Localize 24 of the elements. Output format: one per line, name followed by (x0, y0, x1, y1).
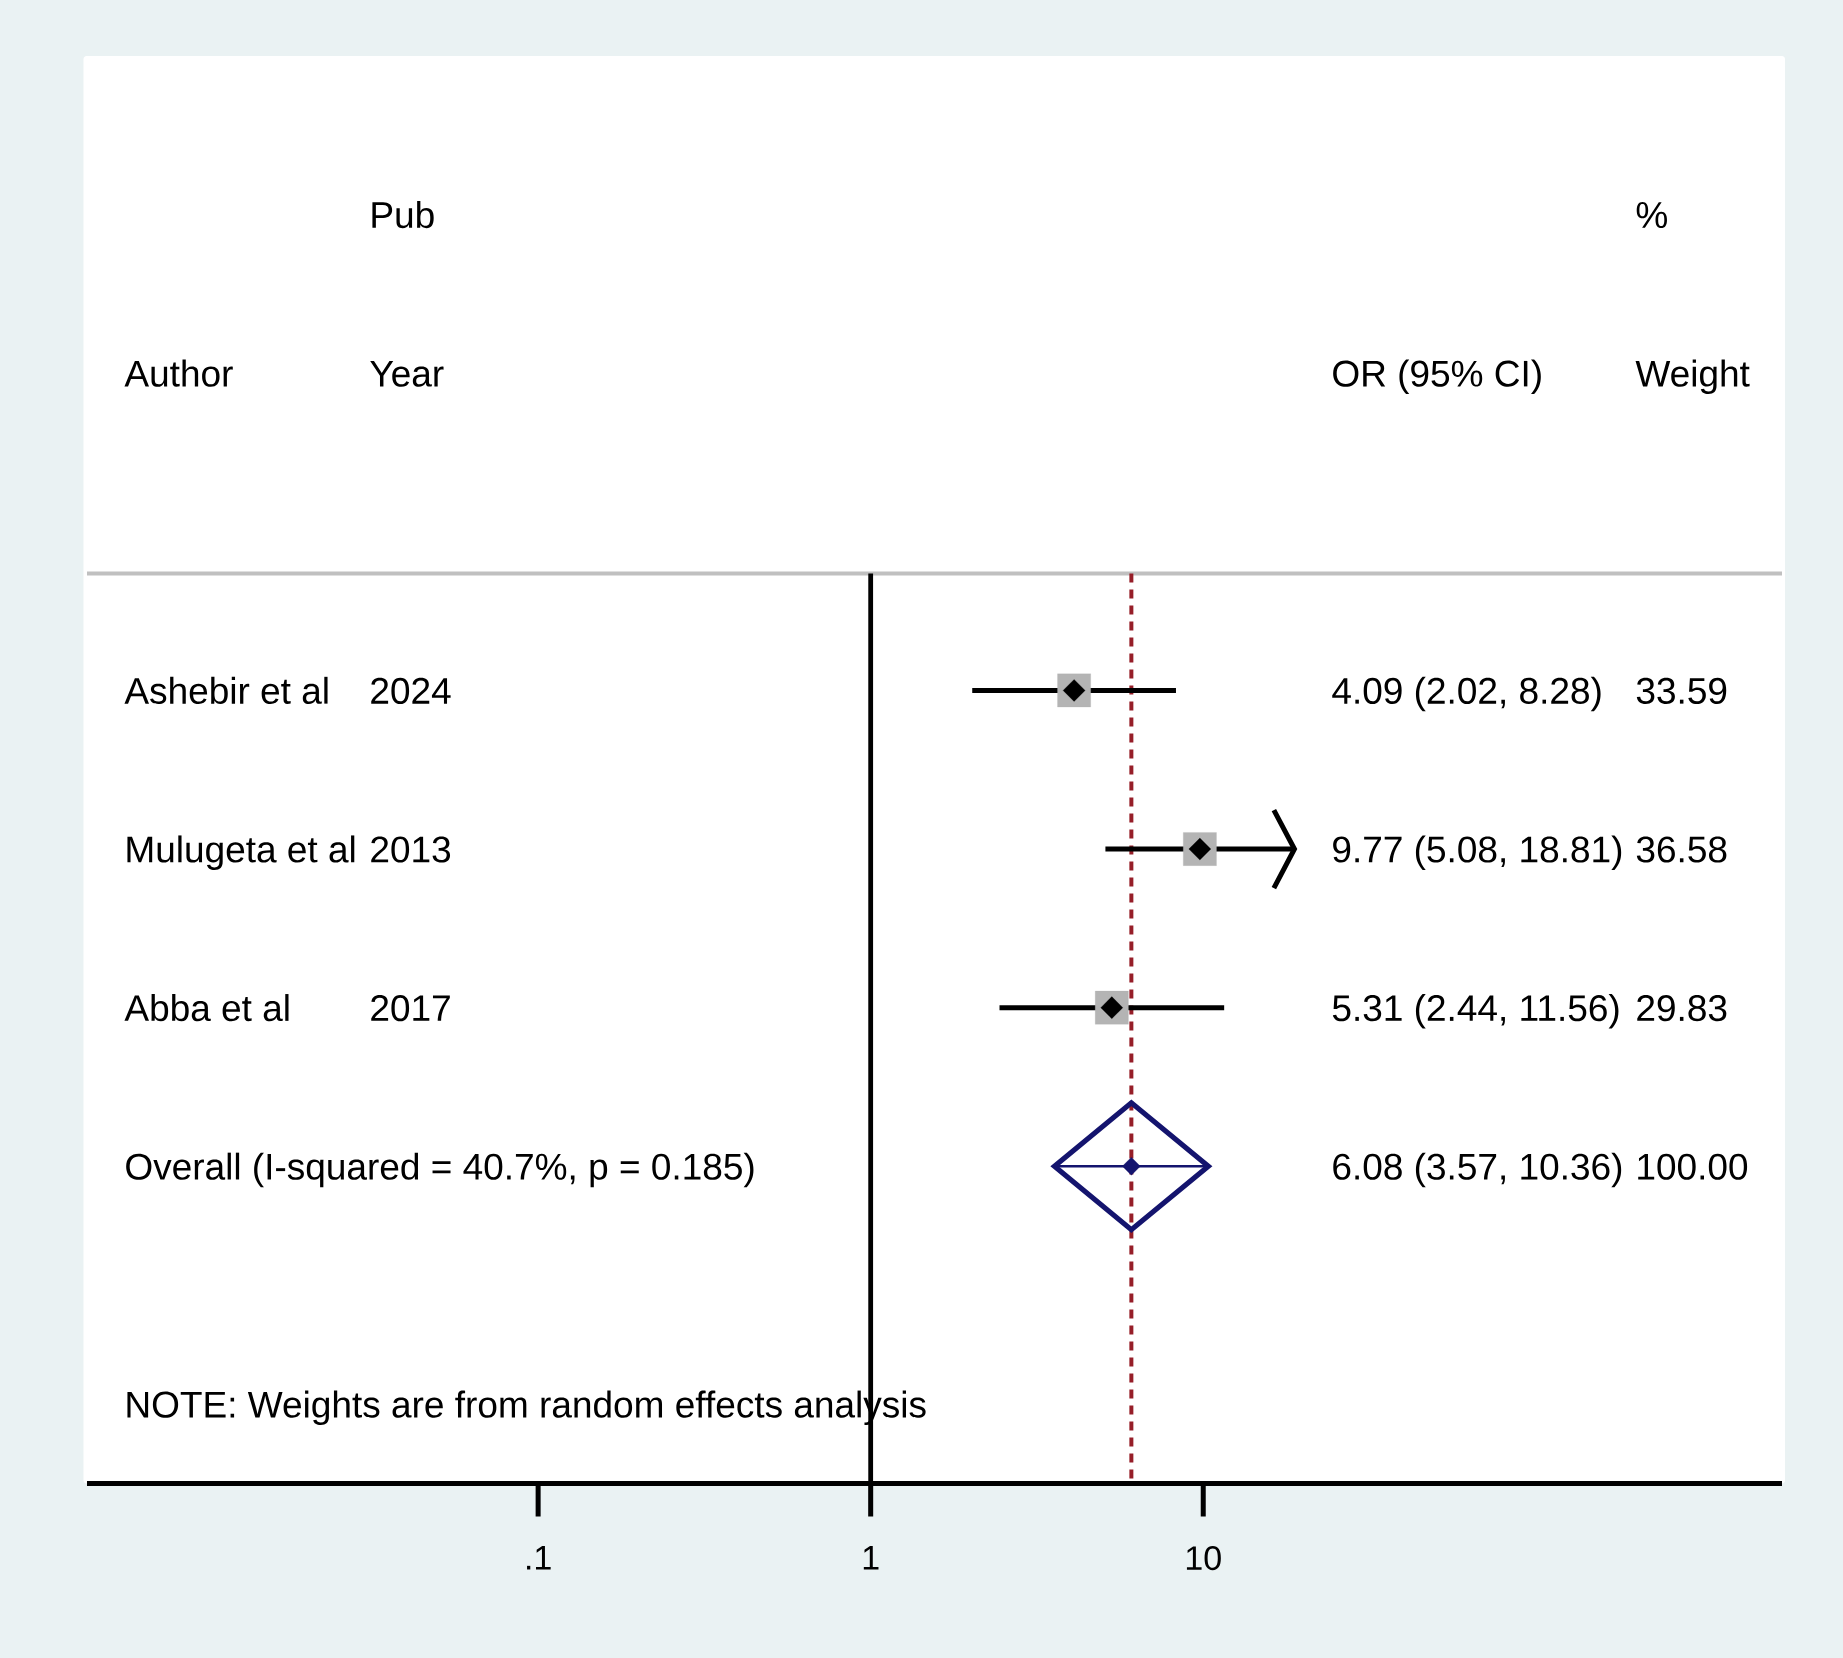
y-tick-label: Mulugeta et al (127, 835, 355, 870)
x-tick-label: 1 (863, 1546, 879, 1570)
x-tick-label: 10 (1186, 1546, 1221, 1571)
text: Year (370, 360, 444, 387)
annotation: 2017 (371, 995, 450, 1022)
text: Weight (1635, 359, 1750, 395)
y-tick-label: Overall (I-squared = 40.7%, p = 0.185) (126, 1152, 754, 1188)
text: Author (124, 359, 233, 387)
annotation: 100.00 (1638, 1153, 1748, 1180)
annotation: 29.83 (1637, 995, 1727, 1022)
annotation: 9.77 (5.08, 18.81) (1333, 835, 1622, 870)
text: % (1636, 202, 1667, 229)
text: Pub (372, 200, 434, 229)
annotation: 36.58 (1636, 836, 1727, 863)
x-tick-label: .1 (527, 1546, 551, 1570)
y-tick-label: Abba et al (124, 994, 289, 1022)
y-tick-label: Ashebir et al (124, 676, 328, 705)
text: OR (95% CI) (1333, 359, 1541, 395)
annotation: 2013 (371, 836, 451, 863)
annotation: 2024 (371, 677, 451, 705)
annotation: 5.31 (2.44, 11.56) (1332, 994, 1619, 1029)
annotation: 33.59 (1636, 677, 1727, 705)
annotation: 6.08 (3.57, 10.36) (1333, 1152, 1622, 1188)
annotation: 4.09 (2.02, 8.28) (1332, 676, 1601, 712)
